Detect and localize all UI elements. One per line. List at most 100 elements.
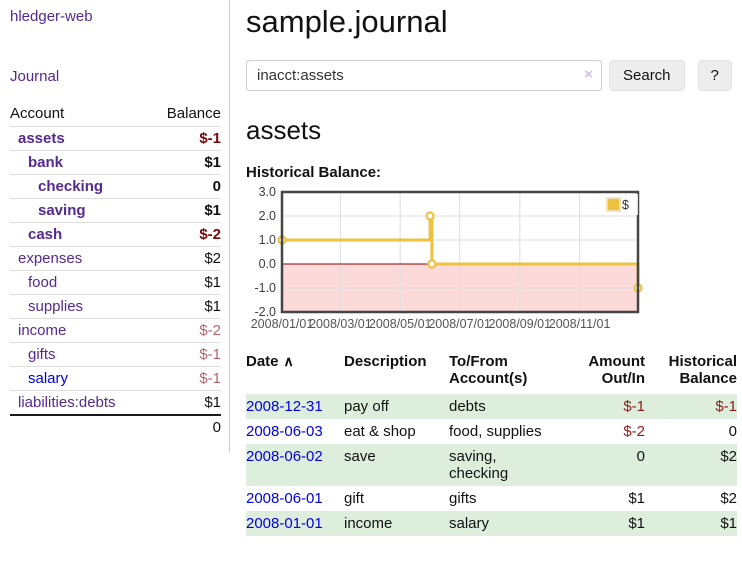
svg-text:2008/05/01: 2008/05/01	[369, 317, 432, 331]
transaction-balance: $-1	[645, 394, 737, 419]
account-link[interactable]: cash	[10, 226, 62, 243]
account-balance: $-2	[149, 223, 221, 247]
svg-text:2008/01/01: 2008/01/01	[251, 317, 314, 331]
transaction-row: 2008-12-31 pay off debts $-1 $-1	[246, 394, 737, 419]
transaction-row: 2008-06-01 gift gifts $1 $2	[246, 486, 737, 511]
transaction-accounts: salary	[449, 511, 579, 536]
search-bar: × Search ?	[246, 60, 737, 91]
account-row: assets $-1	[10, 127, 221, 151]
account-balance: $1	[149, 199, 221, 223]
svg-text:2008/03/01: 2008/03/01	[309, 317, 372, 331]
col-description: Description	[344, 351, 449, 394]
account-link[interactable]: income	[10, 322, 66, 339]
transaction-date-link[interactable]: 2008-06-03	[246, 423, 323, 440]
transaction-balance: $1	[645, 511, 737, 536]
account-balance: $-1	[149, 127, 221, 151]
account-row: bank $1	[10, 151, 221, 175]
account-row: liabilities:debts $1	[10, 391, 221, 416]
transaction-date-link[interactable]: 2008-12-31	[246, 398, 323, 415]
accounts-total: 0	[149, 415, 221, 439]
account-link[interactable]: checking	[10, 178, 103, 195]
transaction-amount: $-2	[579, 419, 645, 444]
accounts-header-row: Account Balance	[10, 102, 221, 127]
col-date[interactable]: Date∧	[246, 351, 344, 394]
account-row: saving $1	[10, 199, 221, 223]
account-link[interactable]: gifts	[10, 346, 56, 363]
account-link[interactable]: supplies	[10, 298, 83, 315]
svg-text:-1.0: -1.0	[254, 281, 276, 295]
transaction-balance: $2	[645, 444, 737, 486]
account-link[interactable]: salary	[10, 370, 68, 387]
account-balance: $-1	[149, 367, 221, 391]
transaction-date-link[interactable]: 2008-01-01	[246, 515, 323, 532]
transactions-table: Date∧ Description To/From Account(s) Amo…	[246, 351, 737, 536]
account-link[interactable]: expenses	[10, 250, 82, 267]
svg-text:1.0: 1.0	[259, 233, 276, 247]
svg-text:$: $	[622, 198, 629, 212]
account-link[interactable]: liabilities:debts	[10, 394, 116, 411]
transaction-balance: 0	[645, 419, 737, 444]
transaction-row: 2008-06-02 save saving, checking 0 $2	[246, 444, 737, 486]
search-input[interactable]	[246, 60, 602, 91]
transaction-description: eat & shop	[344, 419, 449, 444]
accounts-col-balance: Balance	[149, 102, 221, 127]
transaction-amount: $1	[579, 486, 645, 511]
transaction-balance: $2	[645, 486, 737, 511]
account-link[interactable]: saving	[10, 202, 86, 219]
search-button[interactable]: Search	[609, 60, 685, 91]
app-title-link[interactable]: hledger-web	[10, 8, 93, 25]
historical-balance-chart: 3.02.01.00.0-1.0-2.02008/01/012008/03/01…	[246, 189, 646, 333]
account-row: supplies $1	[10, 295, 221, 319]
transaction-accounts: saving, checking	[449, 444, 579, 486]
transaction-amount: $-1	[579, 394, 645, 419]
account-link[interactable]: food	[10, 274, 57, 291]
account-balance: 0	[149, 175, 221, 199]
transaction-amount: $1	[579, 511, 645, 536]
transaction-amount: 0	[579, 444, 645, 486]
col-historical-balance: Historical Balance	[645, 351, 737, 394]
account-balance: $-1	[149, 343, 221, 367]
transaction-accounts: food, supplies	[449, 419, 579, 444]
col-accounts: To/From Account(s)	[449, 351, 579, 394]
account-balance: $1	[149, 151, 221, 175]
svg-text:2008/09/01: 2008/09/01	[489, 317, 552, 331]
svg-text:2008/07/01: 2008/07/01	[428, 317, 491, 331]
transaction-row: 2008-06-03 eat & shop food, supplies $-2…	[246, 419, 737, 444]
transaction-accounts: gifts	[449, 486, 579, 511]
account-row: expenses $2	[10, 247, 221, 271]
svg-text:2008/11/01: 2008/11/01	[549, 317, 611, 331]
account-balance: $1	[149, 271, 221, 295]
account-balance: $1	[149, 295, 221, 319]
page-layout: hledger-web Journal Account Balance asse…	[0, 0, 742, 556]
account-balance: $-2	[149, 319, 221, 343]
account-row: checking 0	[10, 175, 221, 199]
svg-text:3.0: 3.0	[259, 185, 276, 199]
transaction-date-link[interactable]: 2008-06-01	[246, 490, 323, 507]
help-button[interactable]: ?	[698, 60, 732, 91]
account-link[interactable]: bank	[10, 154, 63, 171]
account-link[interactable]: assets	[10, 130, 65, 147]
account-balance: $1	[149, 391, 221, 416]
accounts-total-row: 0	[10, 415, 221, 439]
account-row: salary $-1	[10, 367, 221, 391]
transactions-header-row: Date∧ Description To/From Account(s) Amo…	[246, 351, 737, 394]
chart-canvas: 3.02.01.00.0-1.0-2.02008/01/012008/03/01…	[246, 189, 646, 333]
svg-text:2.0: 2.0	[259, 209, 276, 223]
transaction-description: pay off	[344, 394, 449, 419]
transaction-row: 2008-01-01 income salary $1 $1	[246, 511, 737, 536]
clear-search-icon[interactable]: ×	[584, 66, 593, 83]
page-title: sample.journal	[246, 4, 737, 40]
accounts-col-account: Account	[10, 102, 149, 127]
transaction-description: save	[344, 444, 449, 486]
sidebar-item-journal[interactable]: Journal	[10, 68, 59, 85]
transaction-date-link[interactable]: 2008-06-02	[246, 448, 323, 465]
chart-label: Historical Balance:	[246, 164, 737, 181]
search-input-wrapper: ×	[246, 60, 602, 91]
account-row: gifts $-1	[10, 343, 221, 367]
account-row: cash $-2	[10, 223, 221, 247]
transaction-description: income	[344, 511, 449, 536]
svg-text:0.0: 0.0	[259, 257, 276, 271]
transaction-description: gift	[344, 486, 449, 511]
account-row: food $1	[10, 271, 221, 295]
account-row: income $-2	[10, 319, 221, 343]
